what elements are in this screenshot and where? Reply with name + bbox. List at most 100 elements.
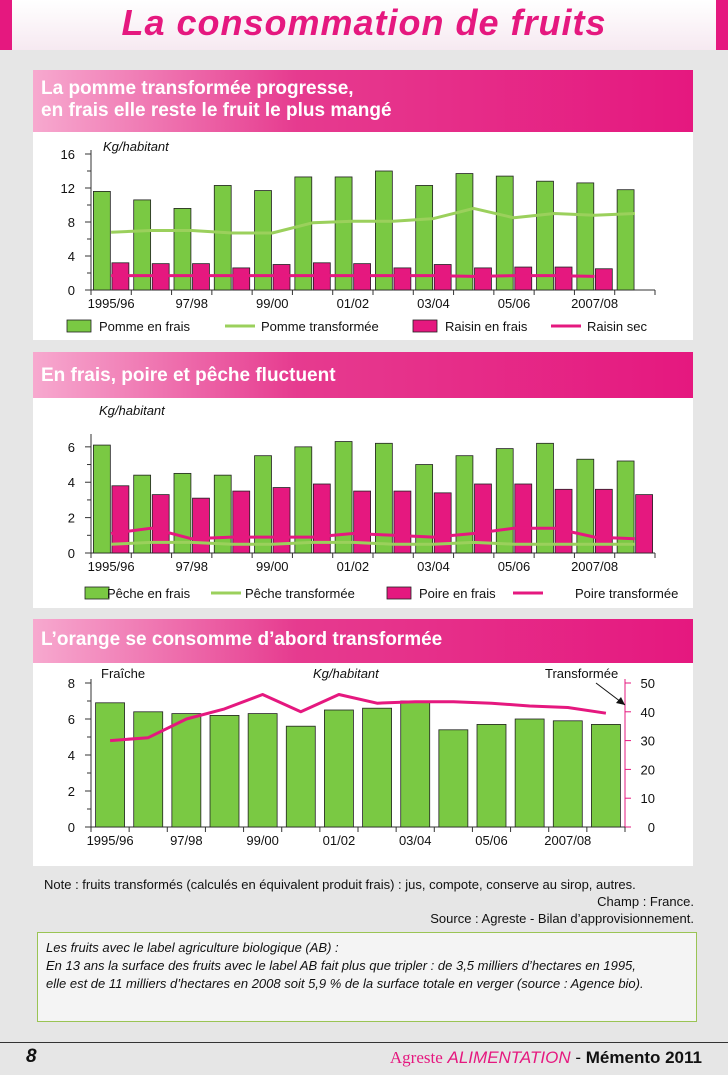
unit-label: Kg/habitant (313, 666, 380, 681)
chart3-svg: 0 2 4 6 8 0 10 20 30 40 50 1995/96 97/98 99/00 01/02 03… (68, 666, 655, 848)
bar-fra-che (247, 713, 278, 828)
bar-poire-en-frais (514, 483, 533, 554)
bar-p-che-en-frais (334, 441, 353, 554)
x-tick-label: 2007/08 (571, 559, 618, 574)
bar-fra-che (133, 711, 164, 828)
title-stripe-left (0, 0, 12, 50)
bar-poire-en-frais (474, 483, 492, 554)
footer-brand: Agreste (389, 1048, 443, 1067)
bar-poire-en-frais (192, 497, 210, 554)
x-tick-label: 2007/08 (544, 833, 591, 848)
bar-fra-che (438, 729, 469, 828)
bar-raisin-en-frais (393, 267, 412, 291)
bio-line2: En 13 ans la surface des fruits avec le … (46, 958, 636, 973)
y2-tick-label: 50 (641, 676, 655, 691)
x-tick-label: 97/98 (170, 833, 203, 848)
x-tick-label: 1995/96 (88, 559, 135, 574)
y-tick-label: 4 (68, 475, 75, 490)
legend-swatch-p-che-en-frais (84, 586, 110, 600)
legend-swatch-poire-en-frais (386, 586, 412, 600)
bar-pomme-en-frais (254, 190, 272, 291)
bar-p-che-en-frais (616, 460, 635, 554)
x-tick-label: 99/00 (256, 559, 289, 574)
x-tick-label: 01/02 (337, 296, 370, 311)
legend-label-pomme-transform-e: Pomme transformée (261, 319, 379, 334)
y-tick-label: 0 (68, 283, 75, 298)
bar-p-che-en-frais (173, 472, 192, 554)
x-tick-label: 1995/96 (87, 833, 134, 848)
bar-pomme-en-frais (173, 208, 192, 291)
x-tick-label: 01/02 (337, 559, 370, 574)
bar-pomme-en-frais (455, 173, 474, 291)
legend-label-p-che-en-frais: Pêche en frais (107, 586, 191, 601)
bar-p-che-en-frais (294, 446, 313, 554)
x-tick-label: 05/06 (498, 559, 531, 574)
panel2-chart: 0 2 4 6 1995/96 97/98 99/00 01/02 03/04 05/06 2007… (33, 398, 693, 608)
x-tick-label: 03/04 (399, 833, 432, 848)
bar-pomme-en-frais (495, 175, 514, 291)
y-tick-label: 0 (68, 546, 75, 561)
unit-label: Kg/habitant (103, 139, 170, 154)
legend-label-raisin-sec: Raisin sec (587, 319, 647, 334)
y-tick-label: 16 (61, 147, 75, 162)
bar-pomme-en-frais (576, 182, 595, 291)
line-pomme-transform-e (111, 206, 635, 235)
legend-label-raisin-en-frais: Raisin en frais (445, 319, 528, 334)
bio-info-box: Les fruits avec le label agriculture bio… (37, 932, 697, 1022)
y2-tick-label: 10 (641, 791, 655, 806)
bar-pomme-en-frais (334, 176, 353, 291)
bar-poire-en-frais (151, 494, 170, 554)
x-tick-label: 05/06 (498, 296, 531, 311)
panel2-title: En frais, poire et pêche fluctuent (41, 365, 336, 386)
title-bar: La consommation de fruits (0, 0, 728, 50)
bar-p-che-en-frais (455, 455, 474, 554)
y-tick-label: 6 (68, 440, 75, 455)
y2-tick-label: 30 (641, 734, 655, 749)
x-tick-label: 03/04 (417, 559, 450, 574)
legend-label-poire-en-frais: Poire en frais (419, 586, 496, 601)
panel3-header: L’orange se consomme d’abord transformée (33, 619, 693, 663)
panel3-chart: 0 2 4 6 8 0 10 20 30 40 50 1995/96 97/98 99/00 01/02 03… (33, 663, 693, 866)
bar-fra-che (552, 720, 583, 828)
bio-line1: Les fruits avec le label agriculture bio… (46, 940, 339, 955)
y-tick-label: 0 (68, 820, 75, 835)
x-tick-label: 99/00 (256, 296, 289, 311)
bar-p-che-en-frais (133, 474, 152, 554)
bar-poire-en-frais (554, 488, 573, 554)
bar-fra-che (209, 715, 240, 828)
footer-divider (0, 1042, 728, 1043)
x-tick-label: 01/02 (323, 833, 356, 848)
bar-fra-che (285, 725, 316, 828)
bar-p-che-en-frais (375, 442, 393, 554)
panel1-title-line2: en frais elle reste le fruit le plus man… (41, 100, 392, 121)
bar-raisin-en-frais (554, 266, 573, 291)
bar-poire-en-frais (111, 485, 130, 554)
line-transform-e (109, 693, 607, 743)
bar-fra-che (476, 724, 507, 828)
y-tick-label: 6 (68, 712, 75, 727)
bar-p-che-en-frais (93, 444, 111, 554)
page-number: 8 (26, 1046, 37, 1067)
bar-p-che-en-frais (576, 458, 595, 554)
panel1-header: La pomme transformée progresse, en frais… (33, 70, 693, 132)
y-tick-label: 4 (68, 748, 75, 763)
bar-raisin-en-frais (232, 267, 251, 291)
bar-raisin-en-frais (474, 267, 492, 291)
note-text: Note : fruits transformés (calculés en é… (44, 877, 636, 892)
left-axis-label: Fraîche (101, 666, 145, 681)
y-tick-label: 2 (68, 511, 75, 526)
page-title: La consommation de fruits (121, 2, 607, 43)
y2-tick-label: 0 (648, 820, 655, 835)
annotation-arrow-head (616, 697, 625, 705)
bar-pomme-en-frais (536, 180, 554, 291)
champ-text: Champ : France. (597, 894, 694, 909)
bar-poire-en-frais (393, 490, 412, 554)
panel3-title: L’orange se consomme d’abord transformée (41, 629, 443, 650)
legend-label-pomme-en-frais: Pomme en frais (99, 319, 191, 334)
bar-poire-en-frais (353, 490, 371, 554)
bar-p-che-en-frais (254, 455, 272, 554)
bar-raisin-en-frais (594, 268, 613, 291)
bar-pomme-en-frais (616, 189, 635, 291)
bar-pomme-en-frais (415, 185, 434, 291)
y-tick-label: 4 (68, 249, 75, 264)
